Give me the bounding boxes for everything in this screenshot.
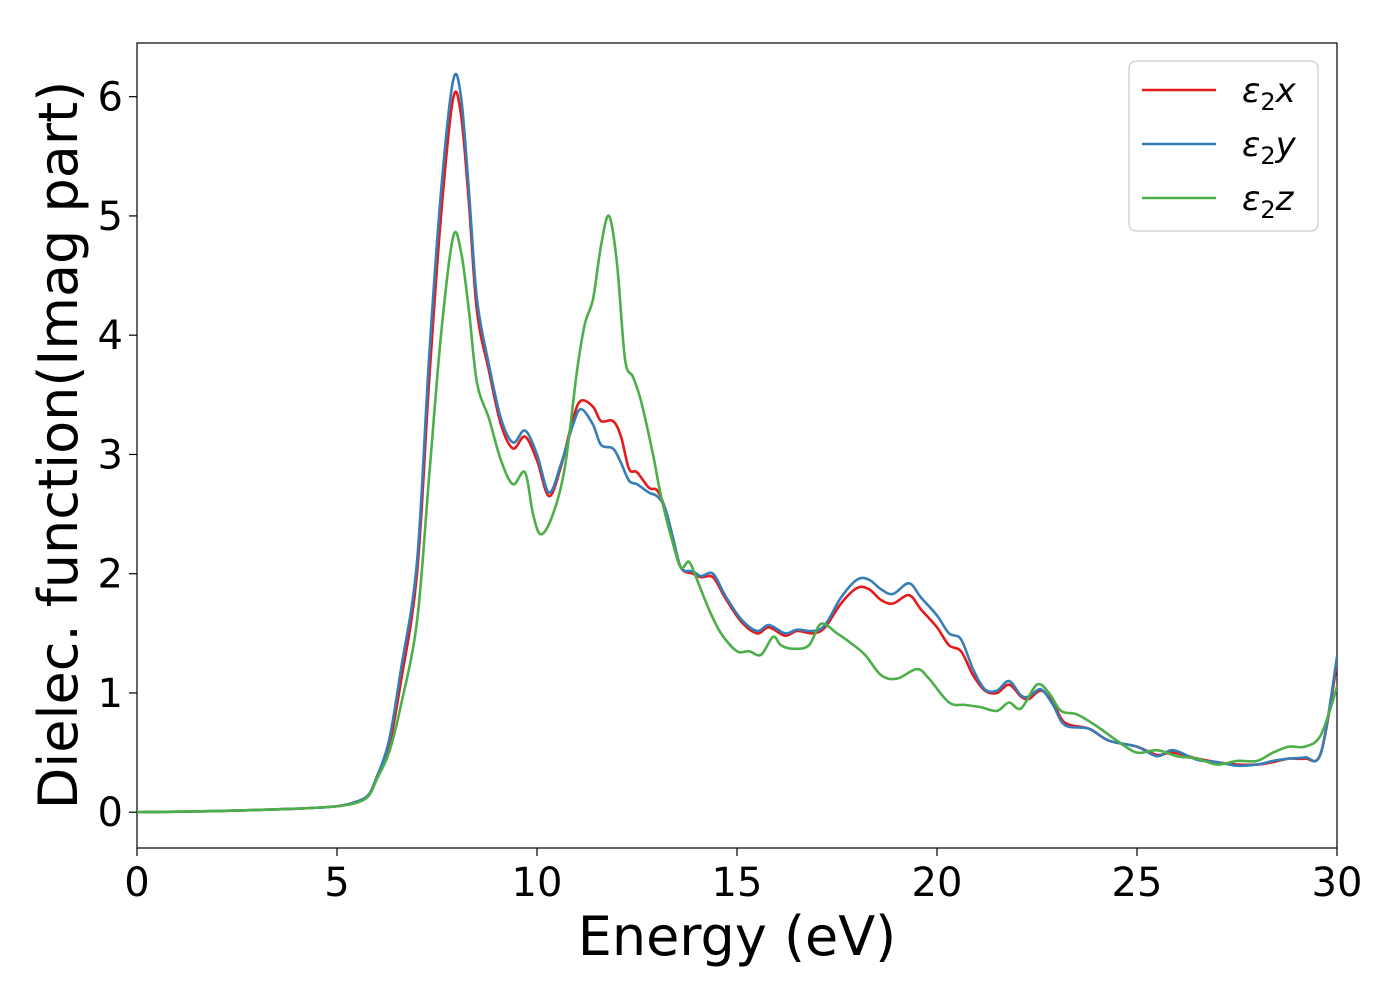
y-tick-label: 0 — [98, 790, 123, 836]
legend-symbol: ε — [1242, 71, 1260, 111]
y-axis-label: Dielec. function(Imag part) — [27, 81, 90, 810]
x-tick-label: 10 — [512, 860, 563, 906]
legend-symbol: ε — [1242, 179, 1260, 219]
series-line-y — [137, 72, 1337, 814]
x-tick-label: 25 — [1112, 860, 1163, 906]
y-tick-label: 1 — [98, 671, 123, 717]
legend-box — [1128, 60, 1319, 232]
series-line-z — [137, 214, 1337, 814]
legend-component: z — [1275, 179, 1295, 219]
x-tick-label: 20 — [912, 860, 963, 906]
legend-subscript: 2 — [1260, 142, 1275, 170]
legend-component: y — [1275, 125, 1297, 165]
legend-component: x — [1275, 71, 1297, 111]
legend-label-y: ε2y — [1242, 125, 1297, 170]
x-tick-label: 5 — [324, 860, 349, 906]
y-tick-label: 4 — [98, 313, 123, 359]
x-axis-label: Energy (eV) — [578, 905, 897, 968]
legend-label-x: ε2x — [1242, 71, 1297, 116]
y-tick-label: 3 — [98, 432, 123, 478]
legend-subscript: 2 — [1260, 196, 1275, 224]
legend-symbol: ε — [1242, 125, 1260, 165]
x-tick-label: 15 — [712, 860, 763, 906]
y-tick-label: 2 — [98, 552, 123, 598]
legend-subscript: 2 — [1260, 88, 1275, 116]
y-tick-label: 5 — [98, 194, 123, 240]
x-tick-label: 30 — [1312, 860, 1363, 906]
legend-label-z: ε2z — [1242, 179, 1295, 224]
x-axis: 0 5 10 15 20 25 30 — [124, 848, 1362, 906]
series-layer — [137, 72, 1337, 814]
y-tick-label: 6 — [98, 75, 123, 121]
x-tick-label: 0 — [124, 860, 149, 906]
y-axis: 0 1 2 3 4 5 6 — [98, 75, 137, 836]
